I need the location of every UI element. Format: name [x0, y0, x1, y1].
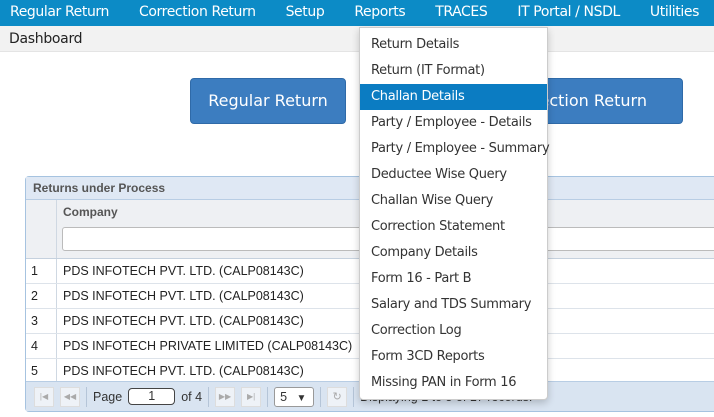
nav-setup[interactable]: Setup	[285, 4, 325, 20]
refresh-icon[interactable]: ↻	[327, 386, 348, 407]
chevron-down-icon: ▼	[296, 392, 307, 404]
menu-item[interactable]: Challan Wise Query	[371, 193, 494, 208]
page-input[interactable]: 1	[128, 388, 176, 405]
row-number: 2	[26, 284, 57, 308]
column-header-company[interactable]: Company	[63, 205, 118, 219]
breadcrumb: Dashboard	[0, 26, 714, 52]
menu-item[interactable]: Company Details	[371, 245, 478, 260]
top-nav: Regular Return Correction Return Setup R…	[0, 0, 714, 26]
next-page-button[interactable]: ▶▶	[215, 386, 236, 407]
company-cell: PDS INFOTECH PVT. LTD. (CALP08143C)	[63, 364, 304, 378]
last-page-button[interactable]: ▶|	[241, 386, 262, 407]
row-number: 4	[26, 334, 57, 358]
page-size-select[interactable]: 5 ▼	[274, 386, 315, 407]
menu-item[interactable]: Return Details	[371, 37, 460, 52]
menu-item[interactable]: Correction Statement	[371, 219, 505, 234]
nav-it-portal[interactable]: IT Portal / NSDL	[517, 4, 620, 20]
menu-item[interactable]: Salary and TDS Summary	[371, 297, 532, 312]
nav-reports[interactable]: Reports	[354, 4, 406, 20]
menu-item[interactable]: Party / Employee - Details	[371, 115, 532, 130]
company-cell: PDS INFOTECH PVT. LTD. (CALP08143C)	[63, 264, 304, 278]
menu-item[interactable]: Form 3CD Reports	[371, 349, 485, 364]
nav-correction-return[interactable]: Correction Return	[139, 4, 256, 20]
company-cell: PDS INFOTECH PVT. LTD. (CALP08143C)	[63, 314, 304, 328]
menu-item[interactable]: Return (IT Format)	[371, 63, 485, 78]
nav-regular-return[interactable]: Regular Return	[10, 4, 110, 20]
reports-dropdown-menu: Return Details Return (IT Format) Challan …	[359, 27, 550, 400]
menu-item[interactable]: Challan Details	[360, 84, 547, 110]
regular-return-button[interactable]: Regular Return	[190, 78, 346, 124]
menu-item[interactable]: Party / Employee - Summary	[371, 141, 550, 156]
menu-item[interactable]: Missing PAN in Form 16	[371, 375, 517, 390]
page-count: of 4	[181, 389, 203, 404]
page-label: Page	[93, 389, 123, 404]
nav-utilities[interactable]: Utilities	[649, 4, 699, 20]
row-number: 1	[26, 259, 57, 283]
row-number: 5	[26, 359, 57, 383]
row-number: 3	[26, 309, 57, 333]
first-page-button[interactable]: |◀	[34, 386, 54, 407]
company-cell: PDS INFOTECH PVT. LTD. (CALP08143C)	[63, 289, 304, 303]
menu-item[interactable]: Correction Log	[371, 323, 462, 338]
menu-item[interactable]: Form 16 - Part B	[371, 271, 472, 286]
menu-item[interactable]: Deductee Wise Query	[371, 167, 507, 182]
nav-traces[interactable]: TRACES	[435, 4, 488, 20]
company-cell: PDS INFOTECH PRIVATE LIMITED (CALP08143C…	[63, 339, 353, 353]
prev-page-button[interactable]: ◀◀	[60, 386, 80, 407]
